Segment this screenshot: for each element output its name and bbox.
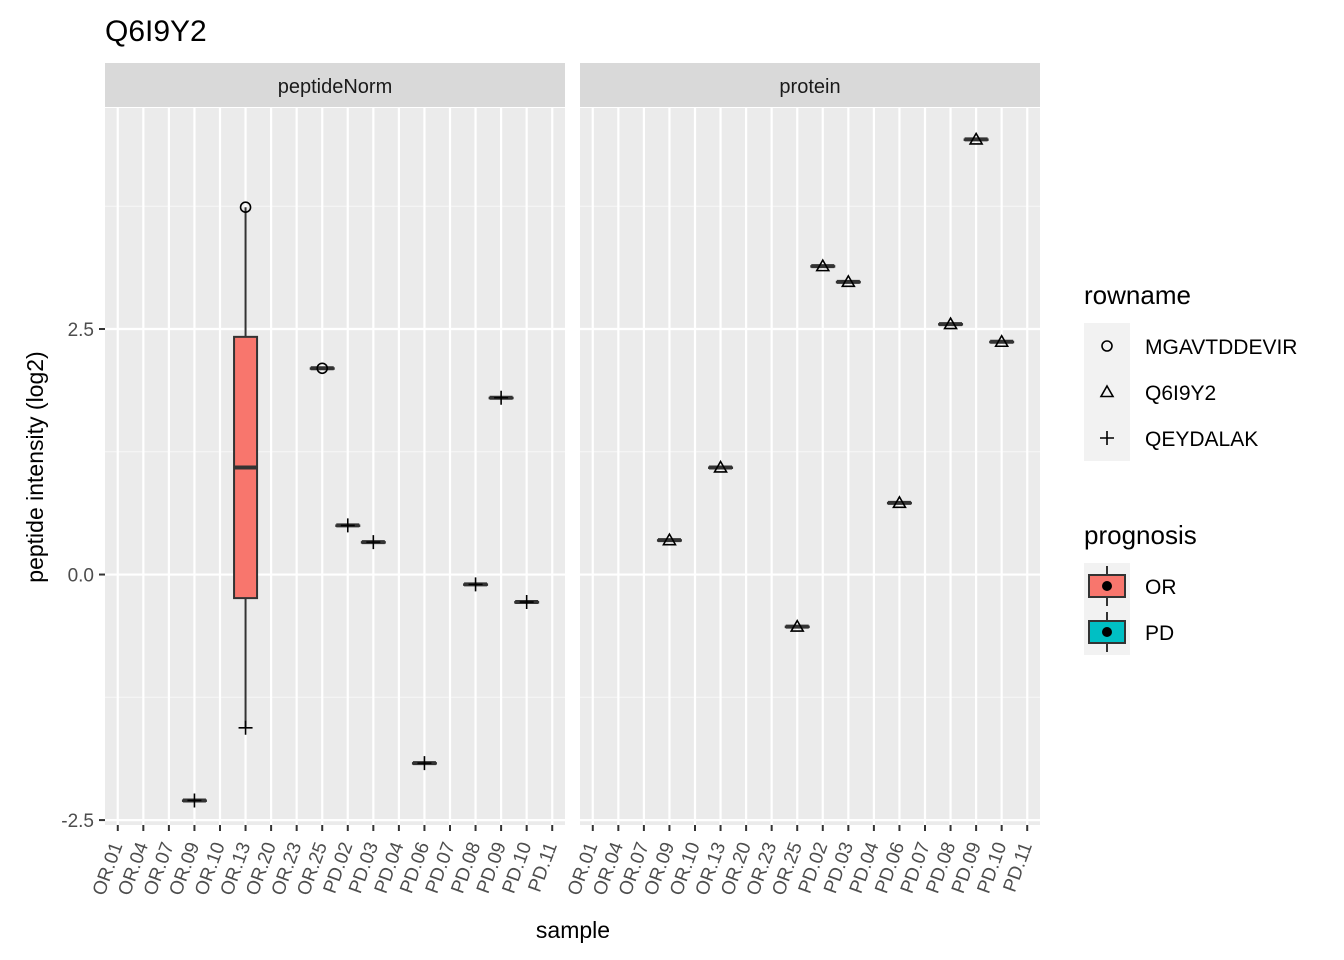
legend-key-plus [1100,431,1114,445]
data-point-plus [238,720,253,735]
data-point-triangle [892,495,907,509]
legend-label: OR [1145,576,1177,599]
y-axis-label: peptide intensity (log2) [22,351,48,582]
strip-background [105,63,565,107]
box-OR.25 [309,366,335,371]
y-axis: -2.5 0.0 2.5 [61,320,105,832]
legend-key-circle [1101,340,1113,352]
data-point-plus [519,595,534,610]
y-tick-label: -2.5 [61,811,94,832]
box-PD.06 [886,500,912,505]
data-point-triangle [840,274,856,288]
data-point-triangle [994,334,1010,348]
data-point-circle [239,201,252,214]
data-point-triangle [815,258,831,272]
data-point-triangle [968,131,984,145]
strip-label: peptideNorm [278,76,393,98]
legend-label: Q6I9Y2 [1145,382,1216,405]
legend: rowname MGAVTDDEVIR Q6I9Y2 QEYDALAK prognosi… [1084,280,1297,655]
legend-key-triangle [1099,384,1115,398]
box-OR.13 [233,207,259,728]
panel-background [105,108,565,825]
box-OR.25 [784,624,810,629]
box-OR.13 [708,465,734,470]
data-point-triangle [713,459,728,473]
box-PD.02 [810,264,836,269]
data-point-plus [468,577,483,592]
data-point-plus [366,535,381,550]
data-point-triangle [943,316,958,330]
data-point-triangle [789,618,805,632]
box-PD.09 [963,137,989,142]
legend-label: QEYDALAK [1145,428,1258,451]
x-axis-label: sample [536,917,610,943]
chart-panels: OR.01OR.04OR.07OR.09OR.10OR.13OR.20OR.23… [61,63,1040,898]
data-point-plus [417,756,432,771]
legend-label: PD [1145,622,1174,645]
chart-title: Q6I9Y2 [105,15,207,48]
legend-key-dot [1102,581,1112,591]
data-point-plus [187,793,202,808]
legend-title-prognosis: prognosis [1084,520,1197,550]
y-tick-label: 2.5 [68,320,94,341]
panel-protein: OR.01OR.04OR.07OR.09OR.10OR.13OR.20OR.23… [564,63,1040,898]
data-point-plus [340,518,355,533]
data-point-plus [494,390,509,405]
legend-label: MGAVTDDEVIR [1145,336,1297,359]
legend-key-bg [1084,323,1130,369]
legend-title-rowname: rowname [1084,280,1191,310]
box-PD.08 [938,322,964,327]
data-point-triangle [662,532,677,546]
legend-key-bg [1084,369,1130,415]
data-point-circle [316,362,329,375]
box-OR.09 [656,538,682,543]
panel-peptideNorm: OR.01OR.04OR.07OR.09OR.10OR.13OR.20OR.23… [89,63,565,898]
strip-background [580,63,1040,107]
box-PD.10 [989,339,1015,344]
panel-background [580,108,1040,825]
strip-label: protein [779,76,840,98]
legend-key-dot [1102,627,1112,637]
y-tick-label: 0.0 [68,566,94,587]
box-PD.03 [835,279,861,284]
